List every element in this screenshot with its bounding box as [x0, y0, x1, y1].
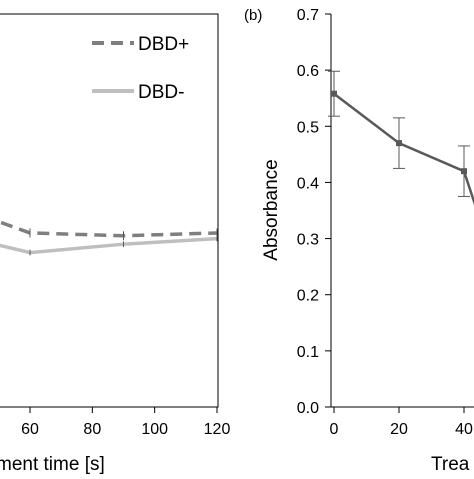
panel-b-x-tick-label: 40: [455, 421, 473, 438]
panel-b: (b) 0.0 0.1 0.2 0.3 0.4 0.5 0.6 0.7 0 20 40 Absor…: [244, 7, 474, 475]
panel-a-series-line-dbd-minus: [0, 236, 218, 255]
panel-b-data-point: [461, 168, 467, 175]
panel-b-letter: (b): [244, 7, 262, 24]
panel-a-x-tick-label: 120: [204, 421, 231, 438]
panel-a-x-ticks: 06080100120: [21, 407, 231, 438]
panel-b-x-axis-label: Trea: [431, 454, 470, 474]
panel-b-data-point: [331, 90, 337, 97]
panel-b-y-tick-label: 0.1: [297, 344, 319, 361]
panel-b-data-point: [396, 140, 402, 147]
panel-b-y-tick-label: 0.6: [297, 63, 319, 80]
panel-b-y-axis-label: Absorbance: [261, 159, 282, 260]
panel-b-y-tick-label: 0.2: [297, 288, 319, 305]
panel-a-x-tick-label: 80: [83, 421, 101, 438]
panel-b-x-tick-label: 20: [390, 421, 408, 438]
panel-b-y-tick-label: 0.5: [297, 119, 319, 136]
legend-dbd-plus-label: DBD+: [138, 34, 189, 55]
panel-b-x-tick-label: 0: [330, 421, 339, 438]
legend-dbd-minus-label: DBD-: [138, 82, 184, 103]
panel-a-x-tick-label: 100: [141, 421, 168, 438]
panel-a-x-axis-label: ment time [s]: [0, 454, 105, 474]
panel-b-y-tick-label: 0.7: [297, 7, 319, 24]
panel-b-y-tick-label: 0.3: [297, 232, 319, 249]
panel-b-y-tick-label: 0.0: [297, 400, 319, 417]
panel-b-series-line: [333, 92, 474, 206]
panel-b-x-ticks: 0 20 40: [330, 407, 473, 438]
panel-b-series-group: [328, 70, 474, 206]
panel-a-x-tick-label: 60: [21, 421, 39, 438]
panel-a-series-line-dbd-plus: [0, 220, 218, 238]
panel-b-y-ticks: 0.0 0.1 0.2 0.3 0.4 0.5 0.6 0.7: [297, 7, 331, 417]
panel-a: 06080100120 ment time [s] DBD+ DBD-: [0, 13, 231, 475]
panel-a-plot-frame: [0, 13, 219, 408]
panel-a-legend: DBD+ DBD-: [92, 34, 189, 103]
panel-b-y-tick-label: 0.4: [297, 175, 319, 192]
panel-a-series-group: [0, 220, 218, 256]
